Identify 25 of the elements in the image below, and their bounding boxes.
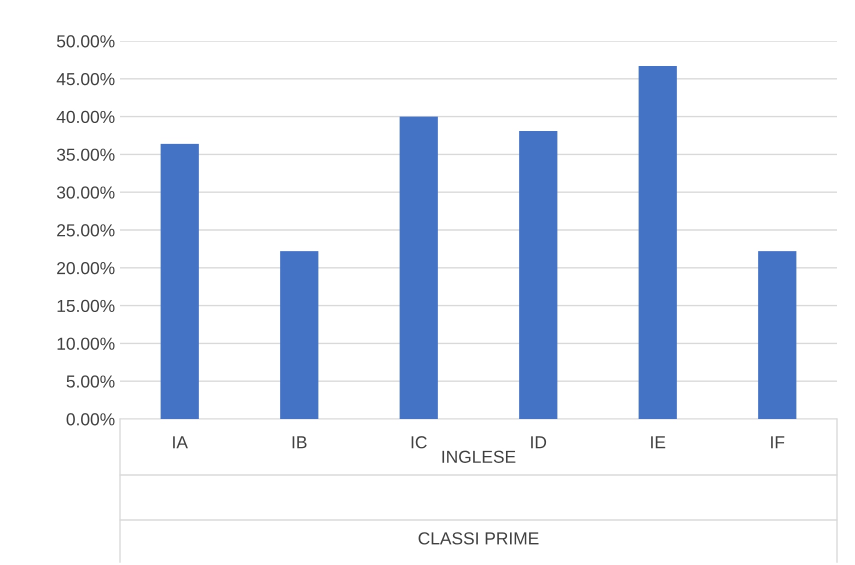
bar [400, 116, 438, 419]
x-tick-label: IA [173, 436, 188, 448]
x-tick-label: ID [531, 436, 546, 448]
x-tick-label: IB [292, 436, 307, 448]
y-tick-label: 10.00% [58, 338, 115, 350]
x-tick-label: IC [412, 436, 427, 448]
text: CLASSI PRIME [418, 532, 539, 545]
x-tick-label: IF [771, 436, 784, 448]
y-tick-label: 25.00% [57, 224, 115, 236]
bar [160, 144, 199, 419]
y-tick-label: 45.00% [56, 72, 115, 86]
y-tick-label: 15.00% [58, 300, 115, 312]
bar [519, 130, 558, 419]
y-tick-label: 35.00% [56, 148, 115, 161]
y-tick-label: 50.00% [56, 35, 115, 48]
y-tick-label: 20.00% [57, 262, 115, 274]
bar [758, 251, 796, 419]
x-axis-title: INGLESE [442, 450, 516, 463]
y-tick-label: 0.00% [66, 413, 115, 426]
y-tick-label: 40.00% [56, 110, 115, 124]
bar [638, 66, 677, 419]
y-tick-label: 30.00% [56, 186, 115, 199]
x-tick-label: IE [651, 436, 666, 448]
y-tick-label: 5.00% [66, 375, 115, 388]
bar [280, 251, 318, 419]
